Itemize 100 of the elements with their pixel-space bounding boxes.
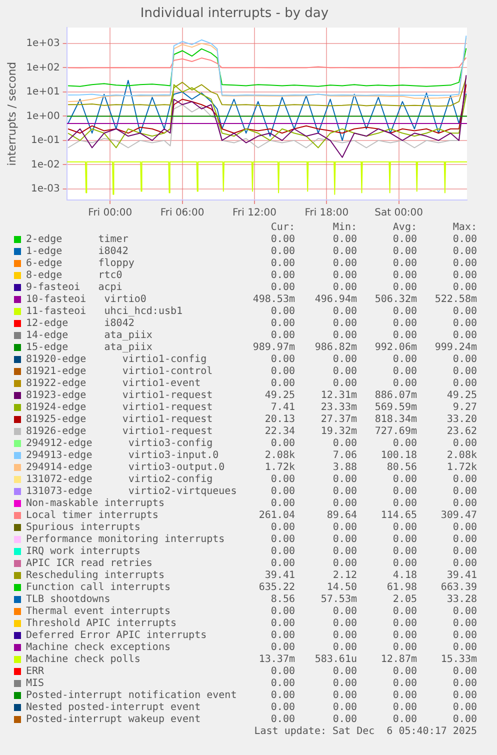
text: 0.00 — [270, 378, 295, 390]
text: Max: — [452, 222, 477, 234]
text: 0.00 — [332, 498, 357, 510]
text: 9.27 — [452, 402, 477, 414]
legend-label: Posted-interrupt wakeup event — [26, 714, 201, 726]
text: 20.13 — [264, 414, 295, 426]
text: 0.00 — [270, 546, 295, 558]
text: 0.00 — [332, 606, 357, 618]
text: 0.00 — [452, 438, 477, 450]
text: 0.00 — [332, 246, 357, 258]
text: 0.00 — [452, 534, 477, 546]
text: 0.00 — [270, 366, 295, 378]
text: 0.00 — [270, 258, 295, 270]
legend-label: Thermal event interrupts — [26, 606, 170, 618]
text: 0.00 — [452, 702, 477, 714]
legend-label: 131072-edge virtio2-config — [26, 474, 213, 486]
legend-label: 294912-edge virtio3-config — [26, 438, 213, 450]
text: 39.41 — [446, 570, 477, 582]
legend-label: 9-fasteoi acpi — [26, 282, 122, 294]
x-tick-label: Fri 18:00 — [304, 208, 349, 219]
legend-label: 81925-edge virtio1-request — [26, 414, 213, 426]
legend-label: Rescheduling interrupts — [26, 570, 164, 582]
text: Min: — [332, 222, 357, 234]
legend-label: Posted-interrupt notification event — [26, 690, 237, 702]
text: 0.00 — [452, 642, 477, 654]
text: 0.00 — [452, 246, 477, 258]
text: 0.00 — [392, 306, 417, 318]
text: 33.20 — [446, 414, 477, 426]
text: 0.00 — [392, 678, 417, 690]
text: 7.06 — [332, 450, 357, 462]
text: 0.00 — [392, 558, 417, 570]
text: 100.18 — [380, 450, 417, 462]
text: 0.00 — [270, 246, 295, 258]
text: 39.41 — [264, 570, 295, 582]
text: Last update: Sat Dec 6 05:40:17 2025 — [254, 726, 477, 738]
text: 0.00 — [332, 522, 357, 534]
text: Avg: — [392, 222, 417, 234]
chart-title: Individual interrupts - by day — [140, 6, 329, 22]
text: 0.00 — [452, 690, 477, 702]
text: 0.00 — [452, 282, 477, 294]
text: 0.00 — [392, 258, 417, 270]
text: 818.34m — [374, 414, 417, 426]
legend-label: 2-edge timer — [26, 234, 128, 246]
text: 0.00 — [270, 690, 295, 702]
text: 57.53m — [320, 594, 357, 606]
text: 0.00 — [270, 714, 295, 726]
text: 0.00 — [452, 546, 477, 558]
y-tick-label: 1e-02 — [30, 159, 60, 170]
text: 0.00 — [452, 714, 477, 726]
text: 0.00 — [332, 330, 357, 342]
text: 8.56 — [270, 594, 295, 606]
text: 0.00 — [392, 486, 417, 498]
text: 498.53m — [252, 294, 295, 306]
text: 0.00 — [392, 546, 417, 558]
text: 23.62 — [446, 426, 477, 438]
legend-label: IRQ work interrupts — [26, 546, 140, 558]
legend-label: 12-edge i8042 — [26, 318, 134, 330]
legend-label: Function call interrupts — [26, 582, 170, 594]
text: 0.00 — [452, 258, 477, 270]
legend-label: 81920-edge virtio1-config — [26, 354, 207, 366]
text: 0.00 — [332, 354, 357, 366]
legend-label: 8-edge rtc0 — [26, 270, 122, 282]
text: 2.08k — [446, 450, 477, 462]
text: 0.00 — [332, 678, 357, 690]
text: 0.00 — [392, 378, 417, 390]
y-tick-label: 1e+01 — [26, 86, 60, 98]
text: 19.32m — [320, 426, 357, 438]
text: 0.00 — [270, 306, 295, 318]
legend-label: Machine check polls — [26, 654, 140, 666]
text: 12.31m — [320, 390, 357, 402]
text: 583.61u — [314, 654, 357, 666]
text: 0.00 — [332, 702, 357, 714]
text: 0.00 — [332, 474, 357, 486]
y-tick-label: 1e-03 — [30, 184, 60, 195]
legend-label: 14-edge ata_piix — [26, 330, 152, 342]
text: 0.00 — [332, 666, 357, 678]
legend-label: Threshold APIC interrupts — [26, 618, 177, 630]
legend-label: 131073-edge virtio2-virtqueues — [26, 486, 237, 498]
text: 0.00 — [332, 486, 357, 498]
text: 663.39 — [440, 582, 477, 594]
text: 0.00 — [332, 714, 357, 726]
text: 0.00 — [392, 474, 417, 486]
text: 522.58m — [434, 294, 477, 306]
text: 33.28 — [446, 594, 477, 606]
text: 309.47 — [440, 510, 477, 522]
text: 0.00 — [392, 438, 417, 450]
legend-label: Machine check exceptions — [26, 642, 170, 654]
text: 0.00 — [452, 558, 477, 570]
legend-label: 15-edge ata_piix — [26, 342, 152, 354]
legend-label: Spurious interrupts — [26, 522, 140, 534]
text: 12.87m — [380, 654, 417, 666]
x-tick-label: Sat 00:00 — [374, 208, 424, 219]
text: 0.00 — [452, 474, 477, 486]
x-tick-label: Fri 12:00 — [232, 208, 276, 219]
text: 0.00 — [332, 642, 357, 654]
text: 727.69m — [374, 426, 417, 438]
text: 0.00 — [270, 666, 295, 678]
text: 0.00 — [332, 618, 357, 630]
text: 27.37m — [320, 414, 357, 426]
legend-label: Non-maskable interrupts — [26, 498, 164, 510]
